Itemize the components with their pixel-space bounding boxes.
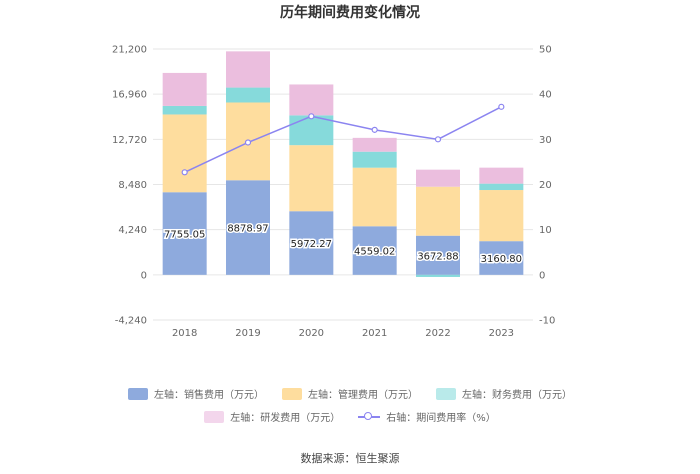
bar-segment bbox=[416, 169, 460, 187]
bar-data-label: 3160.80 bbox=[481, 254, 522, 265]
bars bbox=[162, 51, 524, 277]
legend-swatch-sales bbox=[128, 387, 148, 400]
right-tick-label: 0 bbox=[539, 270, 545, 281]
left-tick-label: 4,240 bbox=[118, 225, 147, 236]
bar-segment bbox=[352, 226, 397, 275]
bar-segment bbox=[226, 180, 270, 275]
right-tick-label: 10 bbox=[539, 225, 552, 236]
bar-segment bbox=[162, 114, 207, 193]
right-axis-ticks: -10 0 10 20 30 40 50 bbox=[539, 45, 555, 327]
x-tick-label: 2020 bbox=[299, 328, 324, 339]
bar-data-label: 3672.88 bbox=[417, 251, 458, 262]
legend-item-sales[interactable]: 左轴：销售费用（万元） bbox=[128, 386, 264, 401]
legend-label-sales: 左轴：销售费用（万元） bbox=[154, 390, 264, 401]
bar-segment bbox=[162, 192, 207, 275]
bar-segment bbox=[289, 145, 334, 212]
rate-point bbox=[181, 169, 188, 176]
bar-segment bbox=[289, 211, 334, 275]
bar-data-label: 8878.97 bbox=[227, 224, 268, 235]
bar-segment bbox=[416, 186, 460, 236]
x-tick-label: 2022 bbox=[425, 328, 450, 339]
bar-segment bbox=[226, 87, 270, 103]
legend-swatch-finance bbox=[436, 387, 456, 400]
x-tick-label: 2021 bbox=[362, 328, 387, 339]
rate-point bbox=[498, 103, 505, 110]
left-tick-label: 12,720 bbox=[112, 135, 147, 146]
rate-line bbox=[181, 103, 505, 176]
bar-segment bbox=[479, 183, 524, 191]
rate-point bbox=[244, 139, 252, 146]
legend-item-finance[interactable]: 左轴：财务费用（万元） bbox=[436, 386, 572, 401]
bar-segment bbox=[479, 167, 524, 184]
left-axis-ticks: -4,240 0 4,240 8,480 12,720 16,960 21,200 bbox=[112, 45, 147, 327]
legend-line-icon bbox=[358, 411, 381, 423]
right-tick-label: 50 bbox=[539, 45, 552, 56]
bar-segment bbox=[226, 51, 270, 88]
x-tick-label: 2018 bbox=[172, 328, 197, 339]
data-source: 数据来源：恒生聚源 bbox=[300, 452, 400, 465]
right-tick-label: 20 bbox=[539, 180, 552, 191]
rate-polyline bbox=[184, 106, 502, 173]
left-tick-label: 16,960 bbox=[112, 90, 147, 101]
legend-item-admin[interactable]: 左轴：管理费用（万元） bbox=[282, 386, 418, 401]
bar-segment bbox=[479, 190, 524, 242]
bar-segment bbox=[352, 151, 397, 168]
legend-label-admin: 左轴：管理费用（万元） bbox=[308, 390, 418, 401]
data-labels: 7755.05 8878.97 5972.27 4559.02 3672.88 3160.… bbox=[162, 222, 523, 266]
right-tick-label: -10 bbox=[539, 316, 555, 327]
rate-point bbox=[371, 126, 378, 133]
left-tick-label: 0 bbox=[141, 270, 147, 281]
bar-data-label: 7755.05 bbox=[164, 230, 205, 241]
bar-segment bbox=[162, 105, 207, 115]
legend-label-rd: 左轴：研发费用（万元） bbox=[230, 413, 341, 424]
left-tick-label: 8,480 bbox=[118, 180, 147, 191]
chart-title: 历年期间费用变化情况 bbox=[280, 4, 420, 21]
bar-segment bbox=[416, 274, 460, 277]
rate-point bbox=[308, 113, 315, 120]
bar-segment bbox=[352, 167, 397, 227]
legend-label-rate: 右轴：期间费用率（%） bbox=[386, 413, 496, 424]
legend-swatch-rd bbox=[204, 410, 225, 423]
legend-item-rate[interactable]: 右轴：期间费用率（%） bbox=[358, 409, 496, 424]
bar-segment bbox=[289, 84, 334, 116]
bar-segment bbox=[416, 235, 460, 275]
bar-data-label: 4559.02 bbox=[354, 247, 395, 258]
left-tick-label: -4,240 bbox=[115, 316, 147, 327]
bar-segment bbox=[479, 241, 524, 275]
x-tick-label: 2023 bbox=[489, 328, 514, 339]
chart: 历年期间费用变化情况 -4,240 0 4,240 8,480 12,720 16,960… bbox=[112, 4, 555, 339]
bar-segment bbox=[162, 72, 207, 106]
legend-swatch-admin bbox=[282, 387, 302, 400]
legend-label-finance: 左轴：财务费用（万元） bbox=[462, 390, 572, 401]
right-tick-label: 40 bbox=[539, 90, 552, 101]
left-tick-label: 21,200 bbox=[112, 45, 147, 56]
x-tick-label: 2019 bbox=[235, 328, 260, 339]
gridlines bbox=[153, 48, 533, 321]
x-axis-ticks: 2018 2019 2020 2021 2022 2023 bbox=[172, 328, 514, 339]
rate-point bbox=[434, 136, 442, 143]
right-tick-label: 30 bbox=[539, 135, 552, 146]
legend-item-rd[interactable]: 左轴：研发费用（万元） bbox=[204, 409, 340, 424]
bar-data-label: 5972.27 bbox=[291, 239, 332, 250]
legend: 左轴：销售费用（万元） 左轴：管理费用（万元） 左轴：财务费用（万元） 左轴：研… bbox=[0, 386, 700, 432]
bar-segment bbox=[289, 115, 334, 146]
bar-segment bbox=[352, 137, 397, 152]
